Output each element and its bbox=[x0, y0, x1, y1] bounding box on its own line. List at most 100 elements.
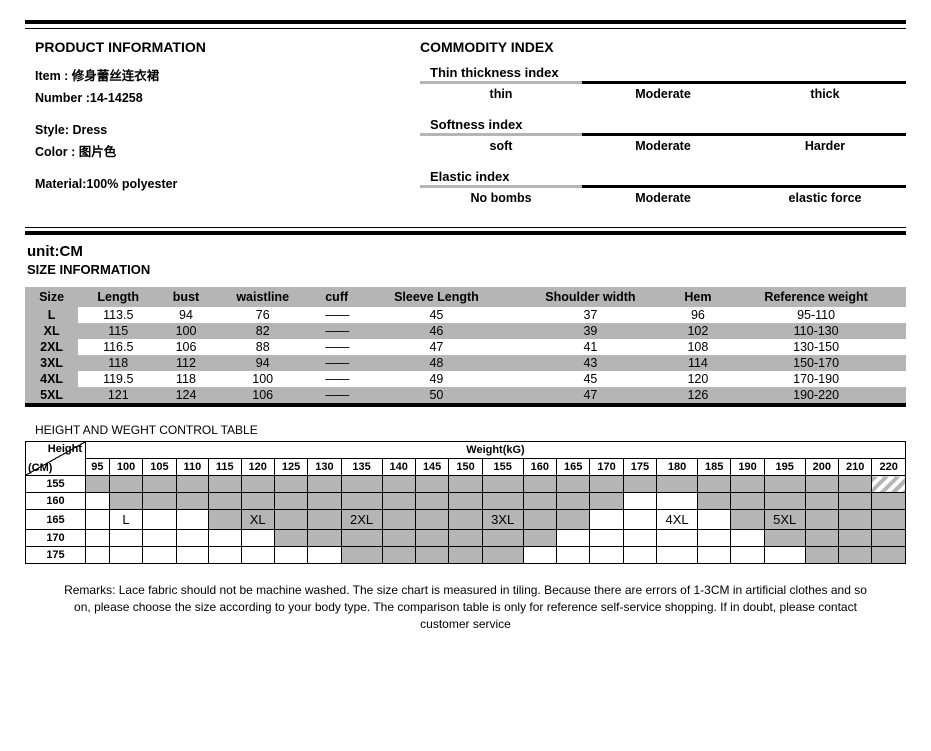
size-cell: 2XL bbox=[25, 339, 78, 355]
index-group: Elastic indexNo bombsModerateelastic for… bbox=[420, 169, 906, 207]
hw-cell bbox=[764, 547, 805, 564]
weight-col: 100 bbox=[109, 459, 142, 476]
hw-cell bbox=[209, 547, 241, 564]
hw-cell: 3XL bbox=[482, 510, 523, 530]
height-cell: 165 bbox=[26, 510, 86, 530]
data-cell: —— bbox=[312, 339, 362, 355]
hw-cell bbox=[274, 476, 307, 493]
size-th: Reference weight bbox=[726, 287, 906, 307]
index-label: Moderate bbox=[582, 189, 744, 207]
hw-cell bbox=[872, 493, 906, 510]
weight-col: 155 bbox=[482, 459, 523, 476]
hw-cell bbox=[657, 530, 698, 547]
style-line: Style: Dress bbox=[35, 119, 420, 141]
hw-cell bbox=[731, 530, 764, 547]
hw-cell bbox=[449, 493, 482, 510]
index-seg bbox=[744, 81, 906, 84]
hw-cell bbox=[482, 530, 523, 547]
data-cell: 50 bbox=[362, 387, 512, 403]
hw-cell bbox=[382, 476, 415, 493]
hw-cell bbox=[308, 510, 341, 530]
hw-cell bbox=[308, 547, 341, 564]
size-cell: 5XL bbox=[25, 387, 78, 403]
hw-cell bbox=[341, 493, 382, 510]
hw-cell bbox=[449, 530, 482, 547]
hw-cell bbox=[657, 547, 698, 564]
hw-cell bbox=[839, 547, 872, 564]
data-cell: —— bbox=[312, 323, 362, 339]
weight-col: 135 bbox=[341, 459, 382, 476]
hw-cell bbox=[308, 493, 341, 510]
hw-cell bbox=[523, 547, 556, 564]
index-label: soft bbox=[420, 137, 582, 155]
hw-cell bbox=[209, 476, 241, 493]
hw-cell bbox=[341, 547, 382, 564]
index-label: Harder bbox=[744, 137, 906, 155]
data-cell: —— bbox=[312, 387, 362, 403]
weight-col: 105 bbox=[143, 459, 176, 476]
weight-col: 145 bbox=[415, 459, 448, 476]
hw-cell: 4XL bbox=[657, 510, 698, 530]
size-th: Sleeve Length bbox=[362, 287, 512, 307]
size-cell: 3XL bbox=[25, 355, 78, 371]
hw-cell bbox=[590, 493, 623, 510]
data-cell: 76 bbox=[214, 307, 312, 323]
hw-cell bbox=[241, 476, 274, 493]
weight-col: 180 bbox=[657, 459, 698, 476]
index-name: Thin thickness index bbox=[420, 65, 906, 80]
hw-cell bbox=[764, 530, 805, 547]
height-cell: 170 bbox=[26, 530, 86, 547]
index-seg bbox=[420, 81, 582, 84]
data-cell: 37 bbox=[511, 307, 669, 323]
weight-col: 195 bbox=[764, 459, 805, 476]
hw-cell bbox=[872, 510, 906, 530]
hw-cell bbox=[274, 530, 307, 547]
hw-cell bbox=[623, 547, 656, 564]
index-seg bbox=[744, 133, 906, 136]
weight-col: 140 bbox=[382, 459, 415, 476]
hw-cell bbox=[86, 476, 110, 493]
weight-col: 200 bbox=[805, 459, 838, 476]
hw-cell bbox=[176, 530, 208, 547]
size-th: Hem bbox=[670, 287, 727, 307]
data-cell: 94 bbox=[214, 355, 312, 371]
hw-cell bbox=[623, 510, 656, 530]
data-cell: 190-220 bbox=[726, 387, 906, 403]
index-label: thin bbox=[420, 85, 582, 103]
data-cell: 95-110 bbox=[726, 307, 906, 323]
weight-header: Weight(kG) bbox=[86, 442, 906, 459]
index-seg bbox=[744, 185, 906, 188]
data-cell: 150-170 bbox=[726, 355, 906, 371]
hw-cell bbox=[697, 476, 730, 493]
data-cell: 113.5 bbox=[78, 307, 158, 323]
hw-cell bbox=[86, 530, 110, 547]
number-line: Number :14-14258 bbox=[35, 87, 420, 109]
hw-cell bbox=[839, 530, 872, 547]
hw-cell bbox=[657, 476, 698, 493]
hw-cell bbox=[731, 547, 764, 564]
size-th: Shoulder width bbox=[511, 287, 669, 307]
table-row: 2XL116.510688——4741108130-150 bbox=[25, 339, 906, 355]
hw-cell bbox=[415, 476, 448, 493]
hw-cell bbox=[382, 510, 415, 530]
hw-cell bbox=[274, 510, 307, 530]
hw-cell: L bbox=[109, 510, 142, 530]
size-cell: XL bbox=[25, 323, 78, 339]
data-cell: 108 bbox=[670, 339, 727, 355]
index-bar bbox=[420, 185, 906, 188]
data-cell: 110-130 bbox=[726, 323, 906, 339]
data-cell: 43 bbox=[511, 355, 669, 371]
index-group: Softness indexsoftModerateHarder bbox=[420, 117, 906, 155]
hw-cell bbox=[805, 530, 838, 547]
product-info-title: PRODUCT INFORMATION bbox=[35, 39, 420, 55]
hw-cell bbox=[805, 510, 838, 530]
data-cell: 82 bbox=[214, 323, 312, 339]
data-cell: 39 bbox=[511, 323, 669, 339]
hw-cell bbox=[556, 547, 589, 564]
data-cell: 94 bbox=[158, 307, 213, 323]
weight-col: 120 bbox=[241, 459, 274, 476]
hw-cell bbox=[805, 476, 838, 493]
size-cell: L bbox=[25, 307, 78, 323]
hw-cell bbox=[872, 530, 906, 547]
hw-cell bbox=[697, 530, 730, 547]
